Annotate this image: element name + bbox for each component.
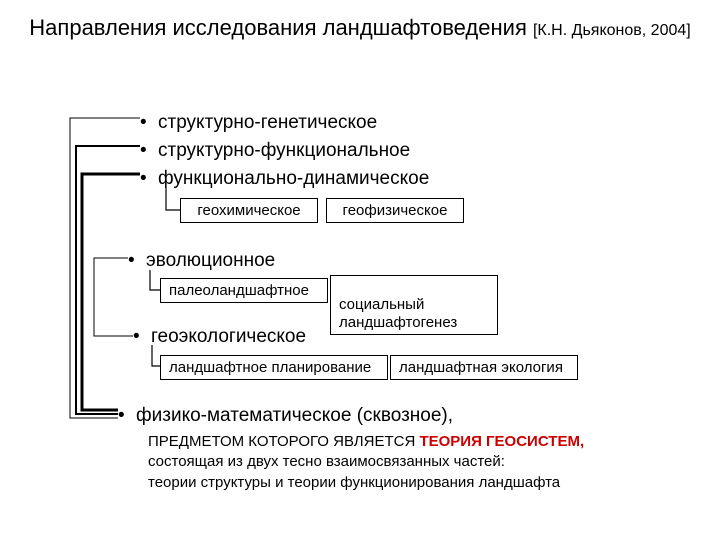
bullet-dot: •	[133, 326, 140, 348]
box-ecology: ландшафтная экология	[390, 355, 578, 380]
bullet-dot: •	[118, 405, 125, 427]
box-geochem-text: геохимическое	[197, 202, 300, 219]
bullet-4-text: эволюционное	[146, 250, 275, 272]
bullet-dot: •	[128, 250, 135, 272]
para-highlight: ТЕОРИЯ ГЕОСИСТЕМ	[419, 433, 579, 450]
box-geophys-text: геофизическое	[343, 202, 448, 219]
bullet-6-text: физико-математическое (сквозное),	[136, 405, 453, 427]
box-paleo: палеоландшафтное	[160, 278, 328, 303]
bullet-2-text: структурно-функциональное	[158, 140, 410, 162]
bottom-paragraph: ПРЕДМЕТОМ КОТОРОГО ЯВЛЯЕТСЯ ТЕОРИЯ ГЕОСИ…	[148, 432, 668, 493]
bullet-dot: •	[140, 168, 147, 190]
bullet-5-text: геоэкологическое	[151, 326, 306, 348]
box-social-text: социальный ландшафтогенез	[339, 296, 457, 330]
box-social: социальный ландшафтогенез	[330, 275, 498, 335]
box-geophys: геофизическое	[326, 198, 464, 223]
title-ref: [К.Н. Дьяконов, 2004]	[533, 22, 691, 39]
box-planning: ландшафтное планирование	[160, 355, 388, 380]
box-paleo-text: палеоландшафтное	[169, 282, 309, 299]
para-line3: теории структуры и теории функционирован…	[148, 474, 560, 491]
slide-title: Направления исследования ландшафтоведени…	[0, 14, 720, 42]
bullet-3-text: функционально-динамическое	[158, 168, 429, 190]
para-line1a: ПРЕДМЕТОМ КОТОРОГО ЯВЛЯЕТСЯ	[148, 433, 419, 450]
bullet-dot: •	[140, 112, 147, 134]
para-line2: состоящая из двух тесно взаимосвязанных …	[148, 453, 505, 470]
bullet-1-text: структурно-генетическое	[158, 112, 377, 134]
para-comma: ,	[580, 433, 584, 450]
bullet-dot: •	[140, 140, 147, 162]
box-planning-text: ландшафтное планирование	[169, 359, 371, 376]
box-geochem: геохимическое	[180, 198, 318, 223]
title-main: Направления исследования ландшафтоведени…	[29, 15, 533, 40]
box-ecology-text: ландшафтная экология	[399, 359, 563, 376]
